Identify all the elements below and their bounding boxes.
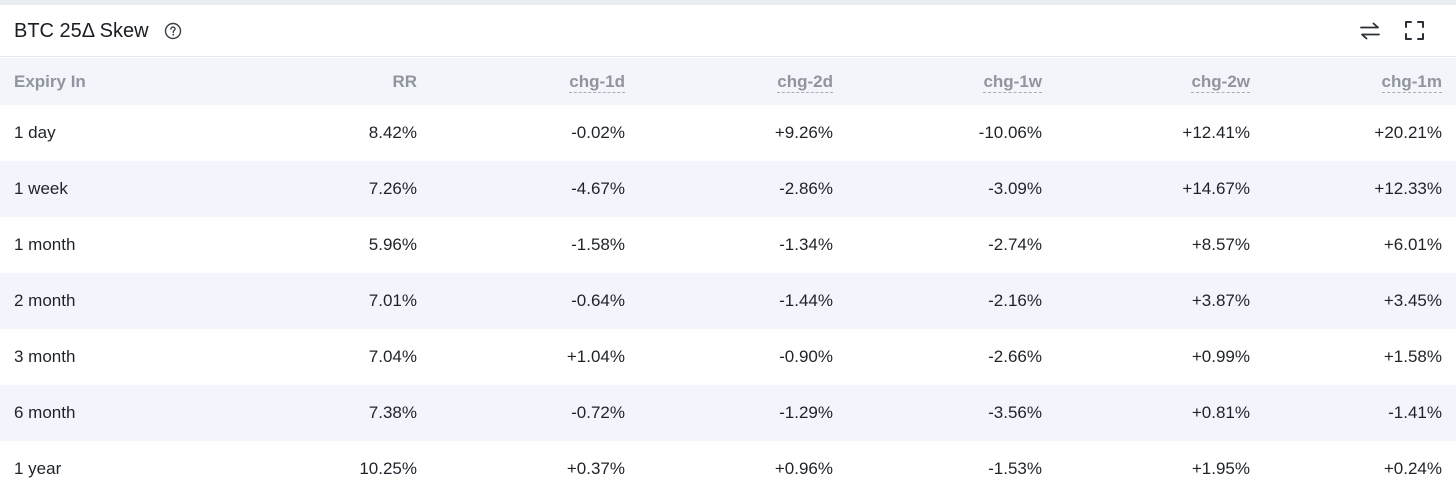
chg-1d-cell: -1.58% bbox=[571, 235, 625, 254]
chg-1w-cell: -10.06% bbox=[978, 123, 1042, 142]
column-header-chg-1w[interactable]: chg-1w bbox=[833, 58, 1042, 105]
column-header-label: chg-2d bbox=[777, 71, 833, 93]
chg-1d-cell: -4.67% bbox=[571, 179, 625, 198]
column-header-label: chg-1w bbox=[983, 71, 1042, 93]
column-header-label: chg-2w bbox=[1191, 71, 1250, 93]
chg-2d-cell: -2.86% bbox=[779, 179, 833, 198]
chg-1w-cell: -2.16% bbox=[988, 291, 1042, 310]
skew-card: BTC 25Δ Skew Expiry I bbox=[0, 5, 1456, 503]
chg-1w-cell: -1.53% bbox=[988, 459, 1042, 478]
column-header-rr[interactable]: RR bbox=[392, 71, 417, 91]
column-header-label: chg-1m bbox=[1381, 71, 1442, 93]
chg-2d-cell: -1.44% bbox=[779, 291, 833, 310]
chg-1w-cell: -2.74% bbox=[988, 235, 1042, 254]
chg-1m-cell: +20.21% bbox=[1374, 123, 1442, 142]
expiry-cell: 6 month bbox=[14, 403, 76, 422]
chg-2d-cell: -1.34% bbox=[779, 235, 833, 254]
chg-1w-cell: -3.56% bbox=[988, 403, 1042, 422]
chg-1w-cell: -3.09% bbox=[988, 179, 1042, 198]
column-header-chg-1m[interactable]: chg-1m bbox=[1250, 58, 1456, 105]
rr-cell: 8.42% bbox=[368, 123, 417, 142]
rr-cell: 7.04% bbox=[368, 347, 417, 366]
card-title: BTC 25Δ Skew bbox=[14, 20, 149, 42]
expiry-cell: 1 year bbox=[14, 459, 62, 478]
rr-cell: 7.01% bbox=[368, 291, 417, 310]
chg-1m-cell: +12.33% bbox=[1374, 179, 1442, 198]
chg-1d-cell: -0.64% bbox=[571, 291, 625, 310]
table-header-row: Expiry In RR chg-1d chg-2d chg-1w chg-2w… bbox=[0, 58, 1456, 105]
rr-cell: 10.25% bbox=[359, 459, 417, 478]
column-header-chg-1d[interactable]: chg-1d bbox=[417, 58, 625, 105]
chg-2w-cell: +0.99% bbox=[1191, 347, 1250, 366]
expiry-cell: 1 day bbox=[14, 123, 56, 142]
chg-2d-cell: -1.29% bbox=[779, 403, 833, 422]
chg-1d-cell: -0.72% bbox=[571, 403, 625, 422]
chg-2w-cell: +12.41% bbox=[1182, 123, 1250, 142]
expiry-cell: 1 week bbox=[14, 179, 68, 198]
top-band bbox=[0, 0, 1456, 5]
table-row: 6 month 7.38% -0.72% -1.29% -3.56% +0.81% -1.4… bbox=[0, 385, 1456, 441]
table-row: 1 year 10.25% +0.37% +0.96% -1.53% +1.95% +0.2… bbox=[0, 441, 1456, 497]
chg-2d-cell: +9.26% bbox=[774, 123, 833, 142]
table-row: 3 month 7.04% +1.04% -0.90% -2.66% +0.99% +1.5… bbox=[0, 329, 1456, 385]
rr-cell: 7.38% bbox=[368, 403, 417, 422]
column-header-chg-2w[interactable]: chg-2w bbox=[1042, 58, 1250, 105]
fullscreen-icon[interactable] bbox=[1404, 20, 1425, 41]
chg-1m-cell: +6.01% bbox=[1383, 235, 1442, 254]
chg-2w-cell: +14.67% bbox=[1182, 179, 1250, 198]
column-header-expiry[interactable]: Expiry In bbox=[14, 71, 86, 91]
table-row: 1 month 5.96% -1.58% -1.34% -2.74% +8.57% +6.0… bbox=[0, 217, 1456, 273]
help-circle-icon[interactable] bbox=[164, 22, 182, 40]
chg-1d-cell: +1.04% bbox=[566, 347, 625, 366]
chg-1m-cell: -1.41% bbox=[1388, 403, 1442, 422]
chg-1m-cell: +0.24% bbox=[1383, 459, 1442, 478]
chg-1m-cell: +3.45% bbox=[1383, 291, 1442, 310]
column-header-label: chg-1d bbox=[569, 71, 625, 93]
chg-2d-cell: -0.90% bbox=[779, 347, 833, 366]
chg-2d-cell: +0.96% bbox=[774, 459, 833, 478]
chg-2w-cell: +0.81% bbox=[1191, 403, 1250, 422]
expiry-cell: 1 month bbox=[14, 235, 76, 254]
skew-table: Expiry In RR chg-1d chg-2d chg-1w chg-2w… bbox=[0, 58, 1456, 497]
swap-arrows-icon[interactable] bbox=[1359, 20, 1381, 42]
table-row: 1 week 7.26% -4.67% -2.86% -3.09% +14.67% +12.… bbox=[0, 161, 1456, 217]
expiry-cell: 3 month bbox=[14, 347, 76, 366]
rr-cell: 7.26% bbox=[368, 179, 417, 198]
column-header-chg-2d[interactable]: chg-2d bbox=[625, 58, 833, 105]
table-row: 1 day 8.42% -0.02% +9.26% -10.06% +12.41% +20.… bbox=[0, 105, 1456, 161]
table-row: 2 month 7.01% -0.64% -1.44% -2.16% +3.87% +3.4… bbox=[0, 273, 1456, 329]
chg-1w-cell: -2.66% bbox=[988, 347, 1042, 366]
chg-2w-cell: +8.57% bbox=[1191, 235, 1250, 254]
chg-2w-cell: +1.95% bbox=[1191, 459, 1250, 478]
expiry-cell: 2 month bbox=[14, 291, 76, 310]
chg-1d-cell: -0.02% bbox=[571, 123, 625, 142]
card-header: BTC 25Δ Skew bbox=[0, 5, 1456, 57]
rr-cell: 5.96% bbox=[368, 235, 417, 254]
chg-2w-cell: +3.87% bbox=[1191, 291, 1250, 310]
chg-1d-cell: +0.37% bbox=[566, 459, 625, 478]
chg-1m-cell: +1.58% bbox=[1383, 347, 1442, 366]
